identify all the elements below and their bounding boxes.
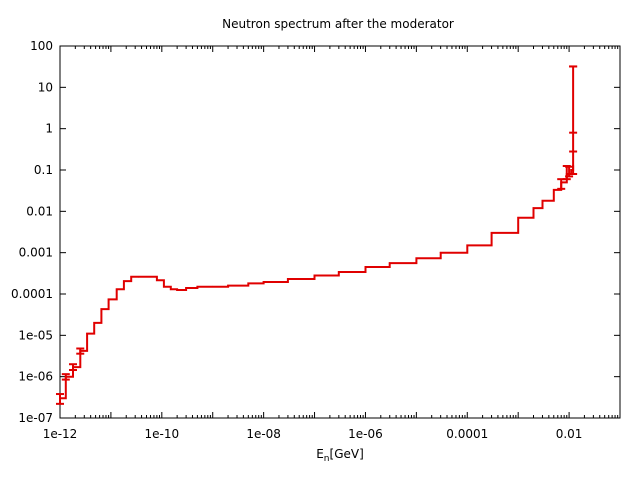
- series-group: [56, 65, 578, 405]
- data-point: [93, 322, 96, 324]
- chart-title: Neutron spectrum after the moderator: [222, 17, 454, 31]
- x-tick-label: 1e-08: [246, 427, 281, 441]
- x-tick-label: 1e-10: [145, 427, 180, 441]
- data-point: [123, 280, 125, 282]
- x-tick-label: 1e-12: [43, 427, 78, 441]
- data-point: [107, 298, 110, 301]
- data-point: [169, 288, 172, 291]
- y-tick-label: 1e-07: [18, 411, 53, 425]
- data-point: [156, 279, 158, 282]
- y-tick-label: 0.001: [19, 246, 53, 260]
- data-point: [196, 285, 199, 288]
- data-point: [313, 274, 316, 277]
- y-tick-label: 0.1: [34, 163, 53, 177]
- data-point: [364, 266, 367, 268]
- data-point: [532, 207, 535, 209]
- x-tick-label: 1e-06: [348, 427, 383, 441]
- y-tick-label: 10: [38, 80, 53, 94]
- axes: [59, 45, 621, 419]
- data-point: [100, 308, 103, 310]
- data-point: [86, 332, 88, 335]
- data-point: [247, 282, 250, 285]
- x-axis-label-unit: [GeV]: [330, 447, 364, 461]
- x-axis-label-main: E: [316, 447, 324, 461]
- data-point: [287, 278, 289, 280]
- data-point: [570, 169, 572, 171]
- data-point: [338, 271, 340, 273]
- data-point: [262, 281, 265, 283]
- y-tick-label: 1e-06: [18, 370, 53, 384]
- data-point: [517, 216, 519, 219]
- data-point: [552, 189, 555, 191]
- x-axis-label: En[GeV]: [316, 447, 364, 464]
- data-point: [439, 251, 442, 254]
- y-tick-label: 0.01: [26, 204, 53, 218]
- y-tick-label: 1: [45, 122, 53, 136]
- data-point: [490, 232, 493, 234]
- data-point: [176, 289, 178, 291]
- data-point: [388, 262, 391, 264]
- y-tick-label: 0.0001: [11, 287, 53, 301]
- data-point: [115, 288, 118, 291]
- ticks: 1e-12 1e-10 1e-08 1e-06 0.0001 0.01 100 10 1 0.1 0…: [11, 39, 621, 441]
- data-point: [227, 284, 229, 287]
- data-point: [466, 244, 469, 247]
- x-tick-label: 0.01: [556, 427, 583, 441]
- x-axis-label-sub: n: [324, 454, 330, 464]
- data-point: [415, 257, 418, 260]
- plot-frame: [59, 45, 621, 419]
- y-tick-label: 1e-05: [18, 328, 53, 342]
- data-point: [211, 285, 214, 288]
- series-line: [60, 165, 575, 400]
- data-point: [185, 287, 187, 289]
- x-tick-label: 0.0001: [446, 427, 488, 441]
- data-point: [163, 285, 165, 288]
- data-point: [137, 276, 140, 278]
- data-point: [130, 276, 132, 278]
- data-point: [541, 199, 544, 202]
- y-tick-label: 100: [30, 39, 53, 53]
